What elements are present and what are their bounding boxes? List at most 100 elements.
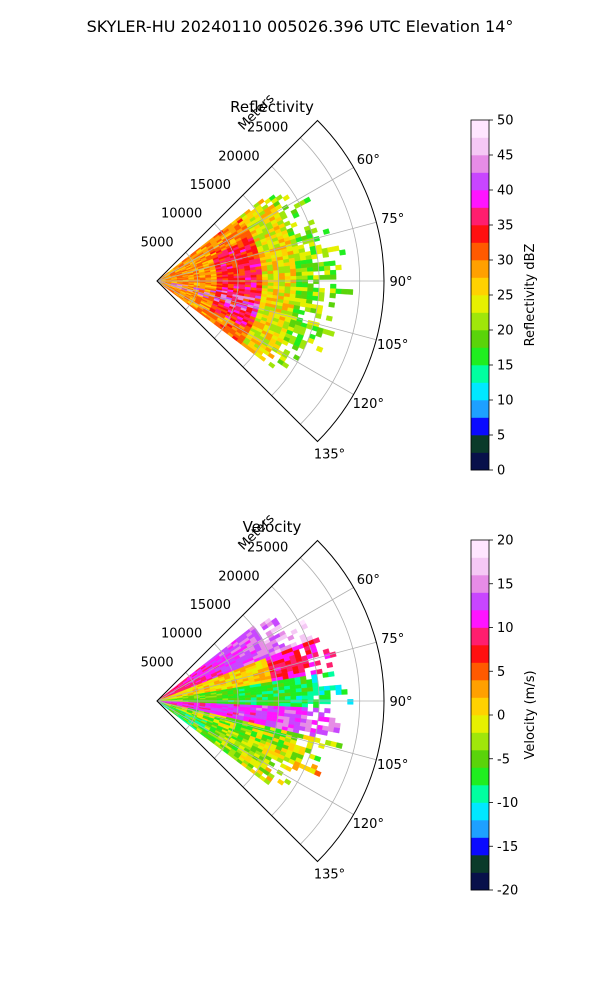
- echo-cell: [296, 703, 303, 708]
- echo-cell: [290, 283, 297, 288]
- echo-cell: [268, 760, 276, 768]
- colorbar-tick-label: 25: [497, 289, 514, 304]
- echo-cell: [301, 687, 308, 693]
- echo-cell: [250, 279, 257, 283]
- echo-cell: [295, 684, 302, 690]
- echo-cell: [233, 697, 240, 701]
- echo-cell: [281, 339, 289, 347]
- echo-cell: [296, 275, 303, 280]
- echo-cell: [322, 672, 330, 678]
- echo-cell: [304, 726, 312, 733]
- echo-cell: [300, 263, 308, 269]
- echo-cell: [295, 268, 303, 273]
- echo-cell: [228, 698, 235, 701]
- echo-cell: [307, 283, 314, 289]
- echo-cell: [292, 212, 300, 219]
- echo-cell: [322, 252, 330, 258]
- echo-cell: [301, 267, 308, 273]
- echo-cell: [278, 706, 286, 711]
- echo-cell: [233, 277, 240, 281]
- range-tick-label: 20000: [218, 149, 259, 164]
- echo-cell: [335, 742, 343, 749]
- echo-cell: [262, 279, 269, 284]
- echo-cell: [295, 264, 302, 270]
- echo-cell: [250, 274, 257, 278]
- echo-cell: [290, 695, 297, 701]
- colorbar-swatch: [471, 662, 489, 681]
- echo-cell: [306, 263, 314, 269]
- colorbar-swatch: [471, 592, 489, 611]
- echo-cell: [341, 288, 348, 295]
- echo-cell: [326, 661, 334, 669]
- colorbar-swatch: [471, 452, 489, 471]
- echo-cell: [284, 279, 291, 284]
- echo-cell: [323, 685, 331, 691]
- azimuth-tick-label: 60°: [357, 573, 380, 588]
- echo-cell: [318, 690, 325, 696]
- echo-cell: [328, 301, 336, 308]
- range-tick-label: 25000: [247, 121, 288, 136]
- colorbar-swatch: [471, 190, 489, 208]
- echo-cell: [333, 727, 341, 734]
- echo-cell: [312, 262, 319, 268]
- echo-cell: [216, 278, 223, 281]
- echo-cell: [317, 716, 325, 722]
- range-tick-label: 5000: [141, 655, 174, 670]
- echo-cell: [313, 275, 320, 280]
- echo-cell: [301, 707, 308, 712]
- echo-cell: [327, 330, 335, 337]
- echo-cell: [262, 696, 269, 701]
- colorbar-swatch: [471, 435, 489, 453]
- colorbar-swatch: [471, 417, 489, 436]
- colorbar-tick-label: 45: [497, 149, 514, 164]
- colorbar-tick-label: -10: [497, 796, 518, 811]
- colorbar-tick-label: 10: [497, 394, 514, 409]
- colorbar: 0 5 10 15 20 25 30 35 40 45 50 Reflectivity dBZ: [470, 114, 538, 479]
- echo-cell: [323, 261, 331, 267]
- echo-cell: [290, 628, 298, 636]
- echo-cell: [329, 260, 336, 267]
- colorbar-label: Velocity (m/s): [523, 670, 538, 759]
- echo-cell: [279, 279, 286, 284]
- echo-cell: [259, 355, 267, 362]
- echo-cell: [296, 695, 303, 700]
- echo-cell: [289, 684, 297, 690]
- echo-cell: [307, 287, 314, 293]
- echo-cell: [300, 683, 308, 689]
- echo-cell: [318, 686, 325, 692]
- echo-cell: [290, 275, 297, 281]
- echo-cell: [291, 344, 300, 352]
- echo-cell: [289, 264, 297, 270]
- echo-cell: [307, 691, 314, 696]
- echo-cell: [323, 716, 330, 723]
- colorbar-swatch: [471, 785, 489, 803]
- echo-cell: [335, 684, 342, 691]
- azimuth-gridline: [156, 167, 354, 282]
- echo-cell: [296, 279, 303, 284]
- colorbar-swatch: [471, 277, 489, 296]
- echo-cell: [267, 279, 274, 284]
- azimuth-gridline: [156, 587, 354, 702]
- echo-cell: [262, 699, 269, 704]
- echo-cell: [256, 274, 263, 278]
- colorbar-swatch: [471, 802, 489, 821]
- colorbar-tick-label: 50: [497, 114, 514, 129]
- echo-cell: [307, 271, 314, 276]
- azimuth-tick-label: 120°: [353, 817, 384, 832]
- echo-cell: [318, 287, 325, 293]
- echo-cell: [301, 703, 308, 708]
- colorbar-label: Reflectivity dBZ: [523, 244, 538, 347]
- echo-cell: [282, 194, 290, 202]
- sector-outline: [156, 539, 385, 863]
- echo-cell: [267, 690, 274, 695]
- echo-cell: [327, 246, 334, 253]
- echo-cell: [318, 712, 325, 718]
- echo-cell: [318, 292, 325, 298]
- colorbar-swatch: [471, 207, 489, 226]
- echo-cell: [290, 268, 297, 274]
- colorbar-tick-label: 0: [497, 709, 505, 724]
- colorbar-swatch: [471, 610, 489, 628]
- echo-cell: [313, 755, 322, 763]
- echo-cell: [222, 278, 229, 281]
- echo-cell: [256, 697, 263, 701]
